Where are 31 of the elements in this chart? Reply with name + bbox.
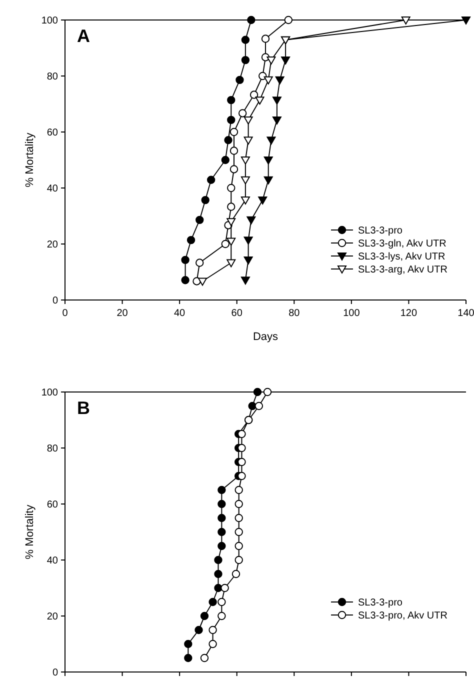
- y-tick-label: 100: [41, 16, 58, 26]
- y-axis-title: % Mortality: [24, 504, 36, 560]
- chart-title: B: [77, 398, 90, 418]
- y-tick-label: 60: [46, 128, 58, 138]
- y-tick-label: 100: [41, 388, 58, 398]
- y-tick-label: 40: [46, 556, 58, 566]
- x-tick-label: 120: [400, 308, 418, 319]
- x-tick-label: 40: [174, 308, 186, 319]
- y-tick-label: 0: [52, 296, 58, 306]
- x-tick-label: 100: [343, 308, 360, 319]
- x-tick-label: 80: [288, 308, 300, 319]
- legend-label: SL3-3-pro, Akv UTR: [358, 610, 448, 622]
- legend-label: SL3-3-lys, Akv UTR: [358, 252, 446, 262]
- y-tick-label: 60: [46, 500, 58, 510]
- y-tick-label: 20: [46, 240, 58, 250]
- legend-label: SL3-3-pro: [358, 226, 403, 236]
- chart-title: A: [77, 26, 90, 46]
- y-tick-label: 0: [52, 668, 58, 678]
- y-tick-label: 80: [46, 72, 58, 82]
- legend-label: SL3-3-pro: [358, 598, 403, 608]
- legend-label: SL3-3-gln, Akv UTR: [358, 238, 446, 250]
- x-tick-label: 20: [116, 308, 128, 319]
- legend-label: SL3-3-arg, Akv UTR: [358, 264, 448, 276]
- x-axis-title: Days: [252, 331, 279, 343]
- y-tick-label: 20: [46, 612, 58, 622]
- x-tick-label: 0: [62, 308, 68, 319]
- y-tick-label: 40: [46, 184, 58, 194]
- x-tick-label: 140: [458, 308, 474, 319]
- x-tick-label: 60: [231, 308, 243, 319]
- y-tick-label: 80: [46, 444, 58, 454]
- y-axis-title: % Mortality: [24, 132, 36, 188]
